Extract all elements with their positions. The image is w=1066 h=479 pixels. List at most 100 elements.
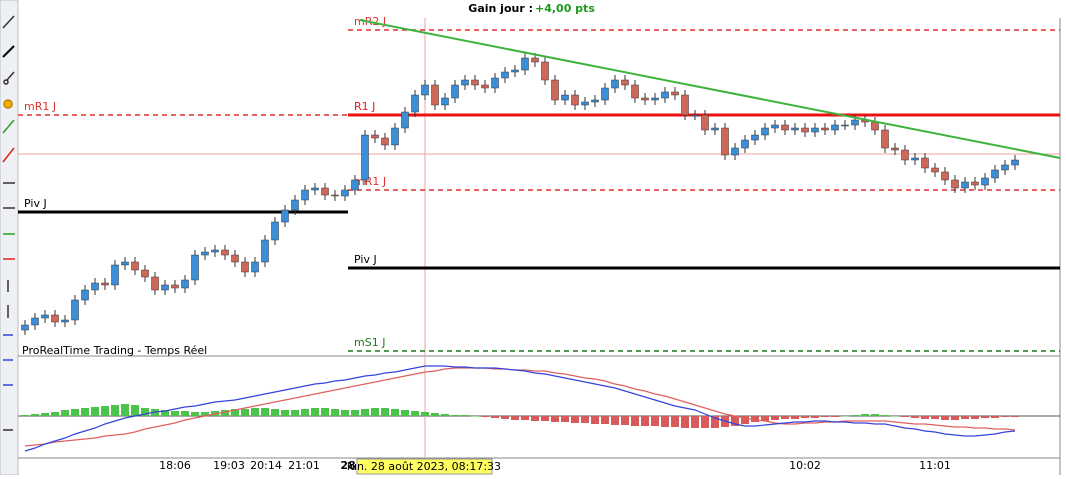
candle: [311, 187, 319, 191]
candle: [831, 124, 839, 131]
histogram-bar: [121, 404, 129, 416]
candle: [961, 181, 969, 189]
candle: [341, 189, 349, 197]
candle: [1001, 164, 1009, 171]
candle: [1011, 159, 1019, 166]
status-text: ProRealTime Trading - Temps Réel: [22, 344, 207, 357]
histogram-bar: [171, 411, 179, 416]
candle: [141, 269, 149, 278]
candle: [381, 137, 389, 146]
histogram-bar: [401, 410, 409, 416]
candle: [241, 261, 249, 273]
candle: [541, 61, 549, 81]
histogram-bar: [161, 410, 169, 416]
histogram-bar: [111, 405, 119, 416]
trend-line[interactable]: [359, 19, 1061, 159]
histogram-bar: [791, 416, 799, 419]
candle: [181, 279, 189, 289]
histogram-bar: [661, 416, 669, 427]
histogram-bar: [821, 416, 829, 417]
candle: [71, 299, 79, 321]
candle: [631, 84, 639, 99]
level-label: mR1 J: [24, 100, 56, 113]
histogram-bar: [201, 412, 209, 416]
histogram-bar: [881, 415, 889, 416]
candle: [511, 69, 519, 73]
candle: [91, 282, 99, 291]
candle: [401, 111, 409, 129]
candle: [921, 157, 929, 169]
histogram-bar: [541, 416, 549, 421]
candle: [881, 129, 889, 149]
candle: [651, 97, 659, 101]
time-label: 21:01: [288, 459, 320, 472]
candle: [841, 124, 849, 127]
histogram-bar: [331, 409, 339, 416]
histogram-bar: [641, 416, 649, 426]
cursor-box: [356, 458, 493, 475]
level-label: Piv J: [354, 253, 377, 266]
histogram-bar: [461, 415, 469, 416]
histogram-bar: [141, 408, 149, 416]
histogram-bar: [71, 409, 79, 416]
candle: [191, 254, 199, 281]
histogram-bar: [921, 416, 929, 419]
candle: [591, 99, 599, 103]
toolbar-icons[interactable]: [2, 15, 15, 431]
candle: [121, 261, 129, 266]
histogram-bar: [801, 416, 809, 418]
candle: [211, 249, 219, 253]
histogram-bar: [931, 416, 939, 419]
candle: [991, 169, 999, 179]
candle: [931, 167, 939, 173]
level-label: mR1 J: [354, 175, 386, 188]
candle: [171, 284, 179, 289]
candle: [741, 139, 749, 149]
time-label: 11:01: [919, 459, 951, 472]
histogram-bar: [181, 411, 189, 416]
candle: [601, 87, 609, 101]
histogram-bar: [741, 416, 749, 424]
histogram-bar: [561, 416, 569, 422]
histogram-bar: [511, 416, 519, 420]
candle: [281, 209, 289, 223]
histogram-bar: [81, 408, 89, 416]
histogram-bar: [991, 416, 999, 418]
level-label: mS1 J: [354, 336, 385, 349]
histogram-bar: [361, 409, 369, 416]
candle: [891, 147, 899, 151]
histogram-bar: [501, 416, 509, 419]
histogram-bar: [381, 408, 389, 416]
histogram-bar: [601, 416, 609, 424]
candle: [701, 114, 709, 131]
histogram-bar: [491, 416, 499, 418]
candle: [801, 127, 809, 133]
candle: [521, 57, 529, 71]
histogram-bar: [91, 407, 99, 416]
candle: [911, 157, 919, 161]
candle: [761, 127, 769, 136]
candle: [331, 194, 339, 197]
histogram-bar: [621, 416, 629, 425]
candle: [501, 71, 509, 79]
candle: [901, 149, 909, 161]
candle: [561, 94, 569, 101]
candle: [691, 114, 699, 117]
histogram-bar: [861, 414, 869, 416]
candle: [821, 127, 829, 131]
histogram-bar: [101, 406, 109, 416]
candle: [461, 79, 469, 86]
candle: [791, 127, 799, 131]
macd-line: [24, 365, 1016, 452]
histogram-bar: [531, 416, 539, 421]
candle: [301, 189, 309, 201]
histogram-bar: [291, 410, 299, 416]
candle: [421, 84, 429, 96]
candle: [131, 261, 139, 271]
histogram-bar: [611, 416, 619, 425]
candle: [101, 282, 109, 286]
candle: [641, 97, 649, 101]
candle: [681, 94, 689, 116]
